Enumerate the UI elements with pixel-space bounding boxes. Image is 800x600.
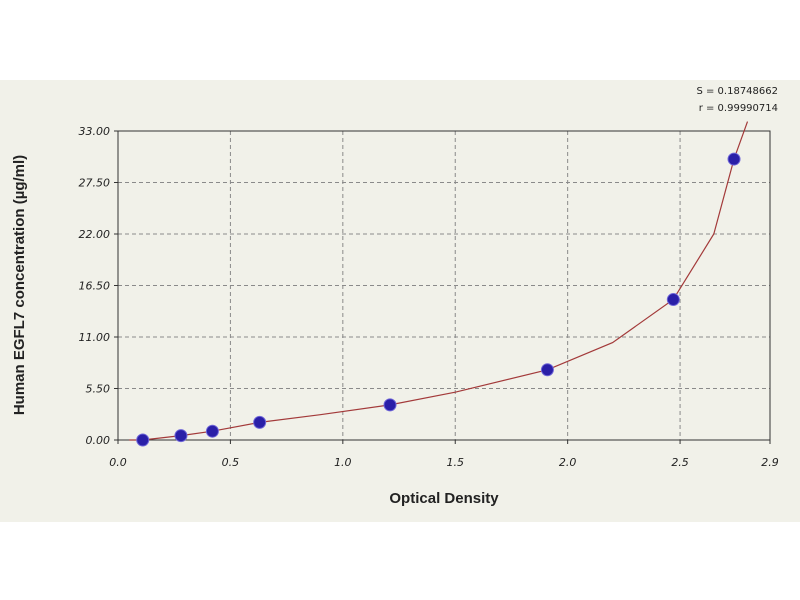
y-axis-title: Human EGFL7 concentration (µg/ml) <box>11 155 28 415</box>
y-tick-label: 22.00 <box>79 228 111 241</box>
data-points <box>136 152 741 447</box>
x-tick-label: 2.5 <box>671 456 689 469</box>
y-tick-label: 0.00 <box>86 434 111 447</box>
grid-lines <box>118 131 770 440</box>
stats-s-label: S = 0.18748662 <box>696 86 778 97</box>
x-tick-label: 2.0 <box>559 456 577 469</box>
chart-background <box>0 80 800 522</box>
y-tick-label: 16.50 <box>79 280 111 293</box>
x-tick-label: 1.5 <box>446 456 464 469</box>
data-point <box>205 424 219 438</box>
stats-r-label: r = 0.99990714 <box>699 103 778 114</box>
data-point <box>383 398 397 412</box>
data-point <box>253 415 267 429</box>
fit-curve-line <box>129 121 749 441</box>
data-point <box>666 293 680 307</box>
y-axis-ticks: 0.00 5.50 11.00 16.50 22.00 27.50 33.00 <box>79 125 118 447</box>
x-axis-ticks: 0.0 0.5 1.0 1.5 2.0 2.5 2.9 <box>109 440 779 469</box>
x-tick-label: 1.0 <box>334 456 352 469</box>
x-tick-label: 2.9 <box>761 456 779 469</box>
y-tick-label: 11.00 <box>79 331 111 344</box>
x-tick-label: 0.0 <box>109 456 127 469</box>
data-point <box>727 152 741 166</box>
x-tick-label: 0.5 <box>222 456 240 469</box>
data-point <box>174 429 188 443</box>
data-point <box>136 433 150 447</box>
y-tick-label: 5.50 <box>86 383 111 396</box>
data-point <box>540 363 554 377</box>
fit-curve-group <box>129 121 749 441</box>
y-tick-label: 27.50 <box>79 177 111 190</box>
y-tick-label: 33.00 <box>79 125 111 138</box>
x-axis-title: Optical Density <box>389 490 499 507</box>
